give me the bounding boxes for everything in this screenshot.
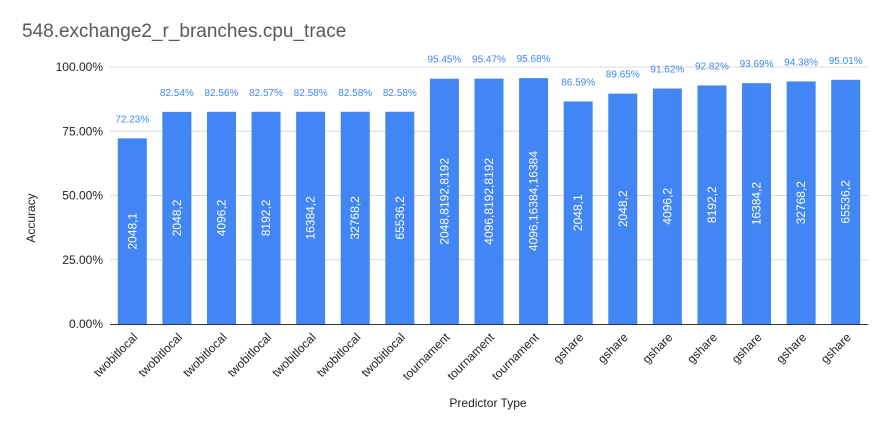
bar — [474, 78, 504, 325]
y-axis-title: Accuracy — [24, 193, 38, 242]
bar — [831, 79, 861, 324]
bar-inner-label: 32768,2 — [794, 181, 808, 225]
bar-inner-label: 4096,16384,16384 — [527, 151, 541, 251]
bar-value-label: 86.59% — [561, 77, 595, 88]
bar-value-label: 93.69% — [740, 59, 774, 70]
x-tick-label: tournament — [489, 330, 542, 383]
x-tick-label: gshare — [684, 330, 720, 366]
bar-inner-label: 4096,2 — [214, 199, 228, 236]
x-tick-label: twobitlocal — [135, 330, 185, 380]
bar-inner-label: 16384,2 — [304, 196, 318, 240]
bar-inner-label: 32768,2 — [348, 196, 362, 240]
x-tick-label: gshare — [550, 330, 586, 366]
chart-title: 548.exchange2_r_branches.cpu_trace — [22, 21, 347, 42]
y-tick-label: 100.00% — [56, 60, 104, 74]
bar-value-label: 82.58% — [338, 88, 372, 99]
x-tick-label: gshare — [729, 330, 765, 366]
x-axis-title: Predictor Type — [449, 396, 526, 410]
y-tick-label: 25.00% — [62, 253, 103, 267]
x-tick-label: twobitlocal — [180, 330, 230, 380]
value-labels: 72.23% 82.54% 82.56% 82.57% 82.58% 82.58% 82.5… — [115, 54, 862, 125]
bar — [117, 138, 147, 324]
bar-inner-label: 8192,2 — [705, 186, 719, 223]
x-tick-label: gshare — [595, 330, 631, 366]
bar — [742, 83, 772, 324]
bar-inner-label: 65536,2 — [839, 180, 853, 224]
x-tick-label: twobitlocal — [225, 330, 275, 380]
x-tick-label: twobitlocal — [314, 330, 364, 380]
bar-value-label: 82.58% — [383, 88, 417, 99]
x-tick-label: gshare — [773, 330, 809, 366]
y-axis-ticks: 0.00% 25.00% 50.00% 75.00% 100.00% — [56, 60, 104, 331]
bar-value-label: 94.38% — [784, 57, 818, 68]
bar-value-label: 72.23% — [115, 114, 149, 125]
x-axis-ticks: twobitlocaltwobitlocaltwobitlocaltwobitl… — [91, 330, 854, 383]
bar-value-label: 95.68% — [517, 54, 551, 65]
bar-inner-label: 2048,1 — [125, 213, 139, 250]
bar — [429, 78, 459, 324]
bar — [206, 111, 236, 324]
bar-inner-label: 2048,2 — [616, 190, 630, 227]
y-tick-label: 75.00% — [62, 124, 103, 138]
bar-inner-label: 2048,1 — [571, 194, 585, 231]
bar-value-label: 89.65% — [606, 70, 640, 81]
bar-value-label: 82.57% — [249, 88, 283, 99]
bar-value-label: 92.82% — [695, 61, 729, 72]
x-tick-label: gshare — [818, 330, 854, 366]
bar — [697, 85, 727, 324]
bar-inner-label: 4096,2 — [660, 188, 674, 225]
bars — [117, 78, 861, 325]
bar-inner-label: 4096,8192,8192 — [482, 158, 496, 245]
bar-value-label: 95.47% — [472, 55, 506, 66]
bar-value-label: 91.62% — [650, 65, 684, 76]
x-tick-label: twobitlocal — [269, 330, 319, 380]
bar-inner-label: 8192,2 — [259, 199, 273, 236]
bar — [251, 111, 281, 324]
bar — [296, 111, 326, 324]
bar — [652, 88, 682, 325]
y-tick-label: 50.00% — [62, 189, 103, 203]
bar-value-label: 82.54% — [160, 88, 194, 99]
bar-inner-labels: 2048,1 2048,2 4096,2 8192,2 16384,2 32768,2 65… — [125, 151, 852, 251]
bar-value-label: 95.01% — [829, 56, 863, 67]
bar-value-label: 82.56% — [205, 88, 239, 99]
bar-value-label: 82.58% — [294, 88, 328, 99]
x-tick-label: twobitlocal — [91, 330, 141, 380]
y-tick-label: 0.00% — [69, 317, 103, 331]
bar-inner-label: 2048,2 — [170, 199, 184, 236]
bar-inner-label: 65536,2 — [393, 196, 407, 240]
bar — [385, 111, 415, 324]
bar — [340, 111, 370, 324]
bar — [162, 111, 192, 325]
bar — [563, 101, 593, 324]
bar-inner-label: 16384,2 — [750, 182, 764, 226]
bar — [608, 93, 638, 324]
x-tick-label: gshare — [640, 330, 676, 366]
bar — [519, 78, 549, 324]
bar-value-label: 95.45% — [427, 55, 461, 66]
bar-inner-label: 2048,8192,8192 — [437, 158, 451, 245]
bar — [786, 81, 816, 325]
